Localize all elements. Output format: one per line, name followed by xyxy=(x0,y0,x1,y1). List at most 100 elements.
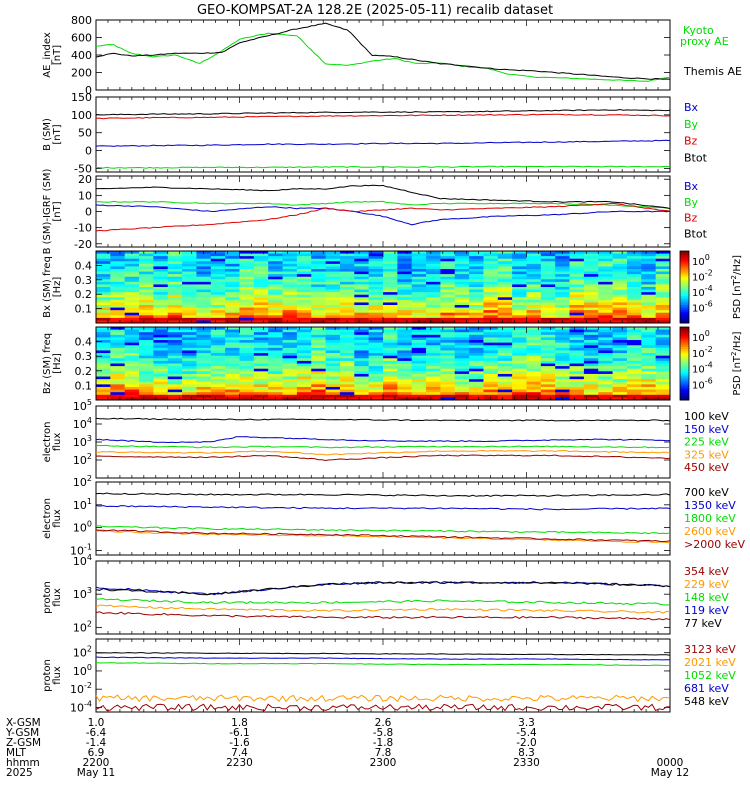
bx-spec-cell xyxy=(239,302,255,306)
bz-spec-cell xyxy=(110,345,126,349)
bz-spec-cell xyxy=(512,355,527,359)
bz-spec-cell xyxy=(454,366,470,370)
bz-spec-cell xyxy=(440,381,456,385)
bz-spec-cell xyxy=(540,353,556,357)
bx-spec-cell xyxy=(626,274,642,278)
bsm-ylabel-group: B (SM) [nT] xyxy=(42,118,63,151)
bx-spec-cell xyxy=(268,281,284,285)
bx-spec-cell xyxy=(239,258,255,262)
bx-spec-cell xyxy=(411,299,427,303)
bx-spec-cell xyxy=(124,261,140,265)
bz-spec-cell xyxy=(268,360,284,364)
bsm-series-0 xyxy=(95,139,671,147)
bx-spec-cell xyxy=(383,305,398,309)
bx-spec-cell xyxy=(426,302,441,306)
bx-spec-cell xyxy=(655,289,671,293)
bz-spec-cell xyxy=(368,379,384,383)
bx-spec-cell xyxy=(253,251,269,255)
bx-spec-cell xyxy=(110,261,126,265)
bx-spec-cell xyxy=(253,310,269,314)
bz-spec-cell xyxy=(383,376,398,380)
bx-spec-colorbar-seg xyxy=(680,290,689,293)
bx-spec-cell xyxy=(167,251,183,255)
bx-spec-cell xyxy=(268,271,284,275)
footer-label-3: MLT xyxy=(6,747,26,759)
bx-spec-cell xyxy=(626,292,642,296)
bz-spec-ytick-label: 0.2 xyxy=(75,365,93,378)
bx-spec-cell xyxy=(354,297,370,301)
p-flux-2-ytick-label-exp: 0 xyxy=(87,663,92,672)
bz-spec-cell xyxy=(153,332,169,336)
bx-spec-cell xyxy=(469,315,484,319)
bx-spec-cell xyxy=(383,251,398,255)
bx-spec-cell xyxy=(598,292,614,296)
bx-spec-colorbar-label: 100 xyxy=(692,253,710,268)
bx-spec-cell xyxy=(225,284,240,288)
bz-spec-cell xyxy=(354,337,370,341)
bx-spec-cell xyxy=(282,287,298,291)
bz-spec-cell xyxy=(454,347,470,351)
bz-spec-cell xyxy=(583,379,599,383)
bx-spec-cell xyxy=(583,315,599,319)
bx-spec-cell xyxy=(454,276,470,280)
bx-spec-colorbar-title-part: /Hz] xyxy=(732,255,743,275)
bx-spec-cell xyxy=(182,299,197,303)
bx-spec-cell xyxy=(469,312,484,316)
bz-spec-cell xyxy=(383,345,398,349)
bz-spec-cell xyxy=(110,353,126,357)
bx-spec-cell xyxy=(411,310,427,314)
bz-spec-cell xyxy=(354,363,370,367)
bx-spec-colorbar-seg xyxy=(680,270,689,274)
bx-spec-ylabel-group: Bx (SM) freq [Hz] xyxy=(42,256,63,318)
bx-spec-cell xyxy=(167,274,183,278)
bigrf-legend-1: By xyxy=(684,196,699,209)
bz-spec-cell xyxy=(641,384,657,388)
p-flux-2-legend-0: 3123 keV xyxy=(684,643,736,656)
bz-spec-cell xyxy=(253,386,269,391)
bz-spec-cell xyxy=(253,358,269,362)
bz-spec-cell xyxy=(268,371,284,375)
bx-spec-cell xyxy=(583,317,599,321)
bx-spec-cell xyxy=(239,251,255,255)
bx-spec-cell xyxy=(411,297,427,301)
bsm-series-1 xyxy=(95,165,671,169)
bx-spec-cell xyxy=(655,299,671,303)
bz-spec-cell xyxy=(512,389,527,393)
bx-spec-cell xyxy=(555,317,571,321)
bz-spec-cell xyxy=(512,363,527,367)
bz-spec-cell xyxy=(569,371,585,375)
bx-spec-cell xyxy=(311,294,327,298)
bz-spec-cell xyxy=(469,334,484,338)
bz-spec-cell xyxy=(641,329,657,333)
e-flux-1-legend-0: 100 keV xyxy=(684,410,729,423)
bx-spec-cell xyxy=(569,287,585,291)
bz-spec-cell xyxy=(411,389,427,393)
bz-spec-cell xyxy=(124,360,140,364)
bz-spec-cell xyxy=(626,381,642,385)
bz-spec-cell xyxy=(110,327,126,331)
bz-spec-cell xyxy=(512,392,527,396)
bx-spec-cell xyxy=(583,266,599,270)
bx-spec-cell xyxy=(526,258,542,262)
bz-spec-cell xyxy=(641,327,657,331)
bx-spec-cell xyxy=(454,320,470,324)
ae-legend-0-b: proxy AE xyxy=(680,35,729,48)
bx-spec-cell xyxy=(124,297,140,301)
bz-spec-cell xyxy=(483,345,499,349)
bz-spec-cell xyxy=(268,345,284,349)
bx-spec-cell xyxy=(124,271,140,275)
bx-spec-cell xyxy=(325,274,341,278)
footer-value-c3-r3: 8.3 xyxy=(518,747,535,759)
bz-spec-cell xyxy=(239,337,255,341)
footer-value-c2-r4: 2300 xyxy=(370,757,397,769)
bx-spec-cell xyxy=(253,302,269,306)
bz-spec-cell xyxy=(397,373,413,378)
bz-spec-cell xyxy=(641,345,657,349)
bz-spec-cell xyxy=(526,329,542,333)
bz-spec-colorbar-seg xyxy=(680,372,689,375)
bz-spec-cell xyxy=(569,386,585,391)
bz-spec-cell xyxy=(282,366,298,370)
footer-value-c1-r1: -6.1 xyxy=(229,727,250,739)
bz-spec-cell xyxy=(526,332,542,336)
